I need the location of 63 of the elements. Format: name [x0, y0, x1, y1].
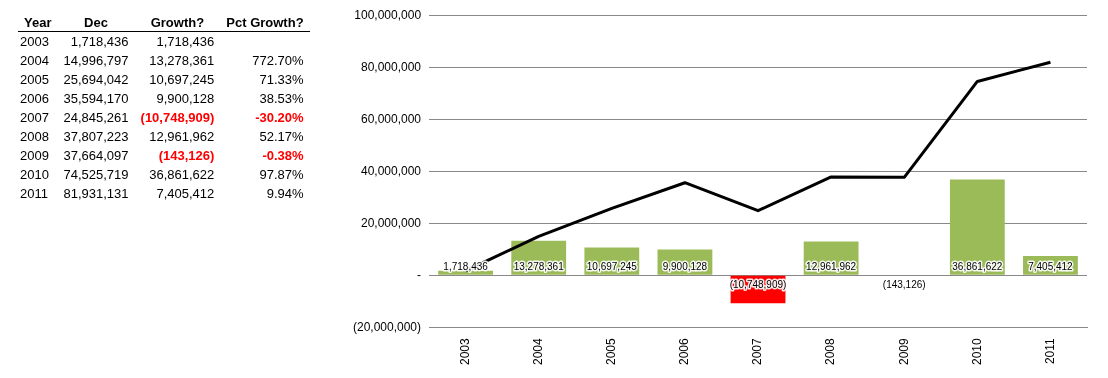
x-tick-label: Dec: [57, 14, 135, 32]
y-tick-label: 60,000,000: [360, 111, 422, 126]
data-label: 36,861,622: [952, 261, 1003, 273]
y-tick-label: 100,000,000: [354, 7, 422, 22]
x-tick-label: Growth?: [134, 14, 221, 32]
x-tick-label: 2003: [457, 337, 472, 366]
x-tick-label: 2006: [677, 337, 692, 366]
data-label: (143,126): [882, 279, 926, 291]
y-axis-title: Year: [18, 14, 58, 32]
data-label: 74,525,719: [62, 166, 130, 184]
data-label: 71.33%: [258, 71, 305, 89]
data-label: (10,748,909): [139, 109, 216, 127]
y-tick-label: 2008: [19, 128, 50, 146]
data-label: 24,845,261: [62, 109, 130, 127]
y-tick-label: 2010: [19, 166, 50, 184]
y-tick-label: 2011: [19, 185, 49, 203]
data-label: 37,807,223: [62, 128, 130, 146]
x-tick-label: 2009: [896, 337, 911, 366]
data-label: 35,594,170: [62, 90, 130, 108]
y-tick-label: 2003: [19, 33, 50, 51]
data-label: 38.53%: [258, 90, 305, 108]
data-label: (143,126): [157, 147, 216, 165]
y-tick-label: -: [417, 267, 422, 282]
data-label: 7,405,412: [1028, 261, 1074, 273]
data-label: 9.94%: [265, 185, 305, 203]
data-label: -30.20%: [254, 109, 305, 127]
x-tick-label: 2007: [750, 337, 765, 366]
data-label: 12,961,962: [806, 261, 857, 273]
data-label: 37,664,097: [62, 147, 130, 165]
data-label: 13,278,361: [148, 52, 216, 70]
data-label: 25,694,042: [62, 71, 130, 89]
x-tick-label: 2005: [604, 337, 619, 366]
y-tick-label: 40,000,000: [360, 163, 422, 178]
data-label: 1,718,436: [155, 33, 216, 51]
y-tick-label: 2009: [19, 147, 50, 165]
y-tick-label: 80,000,000: [360, 59, 422, 74]
data-label: 14,996,797: [62, 52, 130, 70]
y-tick-label: (20,000,000): [352, 319, 422, 334]
x-tick-label: 2004: [531, 337, 546, 366]
data-label: 12,961,962: [148, 128, 216, 146]
data-label: 9,900,128: [662, 261, 708, 273]
y-tick-label: 2006: [19, 90, 50, 108]
y-tick-label: 20,000,000: [360, 215, 422, 230]
x-tick-label: 2010: [969, 337, 984, 366]
y-tick-label: 2004: [19, 52, 50, 70]
data-label: 81,931,131: [62, 185, 130, 203]
y-tick-label: 2007: [19, 109, 50, 127]
data-label: 97.87%: [258, 166, 305, 184]
x-tick-label: Pct Growth?: [220, 14, 310, 32]
data-label: 13,278,361: [513, 261, 565, 273]
data-label: -0.38%: [261, 147, 305, 165]
data-label: 10,697,245: [586, 261, 638, 273]
data-label: 7,405,412: [155, 185, 216, 203]
y-tick-label: 2005: [19, 71, 50, 89]
data-label: 52.17%: [258, 128, 305, 146]
data-label: 36,861,622: [148, 166, 216, 184]
data-label: 9,900,128: [155, 90, 216, 108]
bar: [949, 179, 1005, 275]
data-label: 772.70%: [251, 52, 305, 70]
x-tick-label: 2011: [1042, 337, 1057, 365]
data-label: 1,718,436: [69, 33, 130, 51]
data-label: 10,697,245: [148, 71, 216, 89]
x-tick-label: 2008: [823, 337, 838, 366]
